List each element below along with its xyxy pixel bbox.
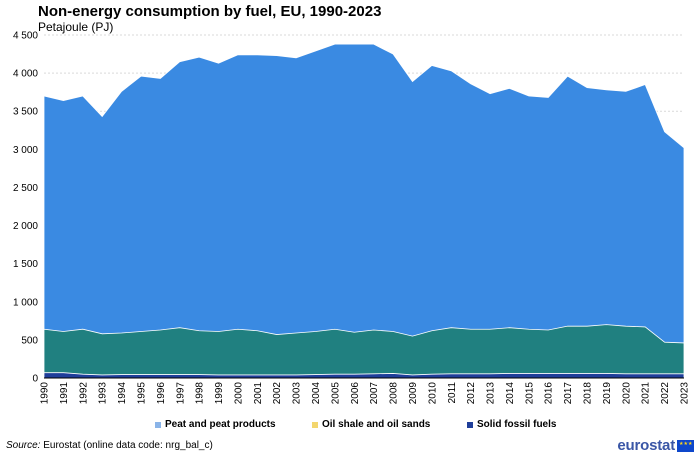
x-tick-label: 1999 [214, 382, 225, 405]
legend-item-solid-fossil: Solid fossil fuels [467, 419, 556, 430]
legend-label-solid-fossil: Solid fossil fuels [477, 419, 557, 430]
x-tick-label: 2006 [350, 382, 361, 405]
y-tick-label: 4 500 [13, 31, 38, 42]
source-label: Source: [6, 440, 41, 451]
x-tick-label: 1992 [78, 382, 89, 405]
legend-swatch-oil-shale [312, 421, 318, 428]
area-solid [43, 372, 685, 379]
y-tick-label: 0 [32, 374, 38, 385]
x-tick-label: 2015 [524, 382, 535, 405]
x-tick-label: 1991 [59, 382, 70, 405]
x-tick-label: 1998 [195, 382, 206, 405]
x-tick-label: 2022 [660, 382, 671, 405]
x-tick-label: 2019 [602, 382, 613, 405]
x-tick-label: 2012 [466, 382, 477, 405]
y-tick-label: 3 500 [13, 107, 38, 118]
chart-subtitle: Petajoule (PJ) [38, 20, 114, 34]
x-tick-label: 2004 [311, 382, 322, 405]
x-tick-label: 2003 [292, 382, 303, 405]
chart-legend: Peat and peat products Oil shale and oil… [0, 419, 700, 435]
legend-swatch-solid-fossil [467, 421, 473, 428]
y-tick-label: 4 000 [13, 69, 38, 80]
legend-label-oil-shale: Oil shale and oil sands [322, 419, 431, 430]
x-tick-label: 1993 [98, 382, 109, 405]
y-tick-label: 3 000 [13, 145, 38, 156]
x-tick-label: 2001 [253, 382, 264, 405]
x-tick-label: 2005 [330, 382, 341, 405]
logo-text: eurostat [617, 437, 675, 454]
x-tick-label: 1990 [40, 382, 51, 405]
x-tick-label: 2017 [563, 382, 574, 405]
x-tick-label: 2010 [427, 382, 438, 405]
source-text: Eurostat (online data code: nrg_bal_c) [43, 440, 213, 451]
y-tick-label: 500 [21, 335, 38, 346]
legend-swatch-peat [155, 421, 161, 428]
x-tick-label: 2023 [680, 382, 691, 405]
y-tick-label: 2 500 [13, 183, 38, 194]
x-tick-label: 1996 [156, 382, 167, 405]
x-tick-label: 2007 [369, 382, 380, 405]
eurostat-logo: eurostat ★★★ [617, 437, 694, 454]
x-tick-label: 1995 [136, 382, 147, 405]
y-tick-label: 1 000 [13, 297, 38, 308]
legend-item-oil-shale: Oil shale and oil sands [312, 419, 430, 430]
x-tick-label: 2014 [505, 382, 516, 405]
legend-item-peat: Peat and peat products [155, 419, 276, 430]
area-total [43, 43, 685, 379]
x-tick-label: 2013 [486, 382, 497, 405]
x-tick-label: 2008 [389, 382, 400, 405]
area-middle [43, 324, 685, 379]
x-tick-label: 1994 [117, 382, 128, 405]
x-tick-label: 2020 [621, 382, 632, 405]
legend-label-peat: Peat and peat products [165, 419, 276, 430]
x-tick-label: 1997 [175, 382, 186, 405]
x-tick-label: 2021 [641, 382, 652, 405]
x-tick-label: 2000 [233, 382, 244, 405]
y-tick-label: 1 500 [13, 259, 38, 270]
chart-title: Non-energy consumption by fuel, EU, 1990… [38, 3, 382, 20]
x-tick-label: 2011 [447, 382, 458, 404]
x-tick-label: 2018 [583, 382, 594, 405]
eu-flag-icon: ★★★ [677, 439, 694, 452]
x-tick-label: 2002 [272, 382, 283, 405]
y-tick-label: 2 000 [13, 221, 38, 232]
source-note: Source: Eurostat (online data code: nrg_… [6, 440, 213, 451]
x-tick-label: 2009 [408, 382, 419, 405]
x-tick-label: 2016 [544, 382, 555, 405]
